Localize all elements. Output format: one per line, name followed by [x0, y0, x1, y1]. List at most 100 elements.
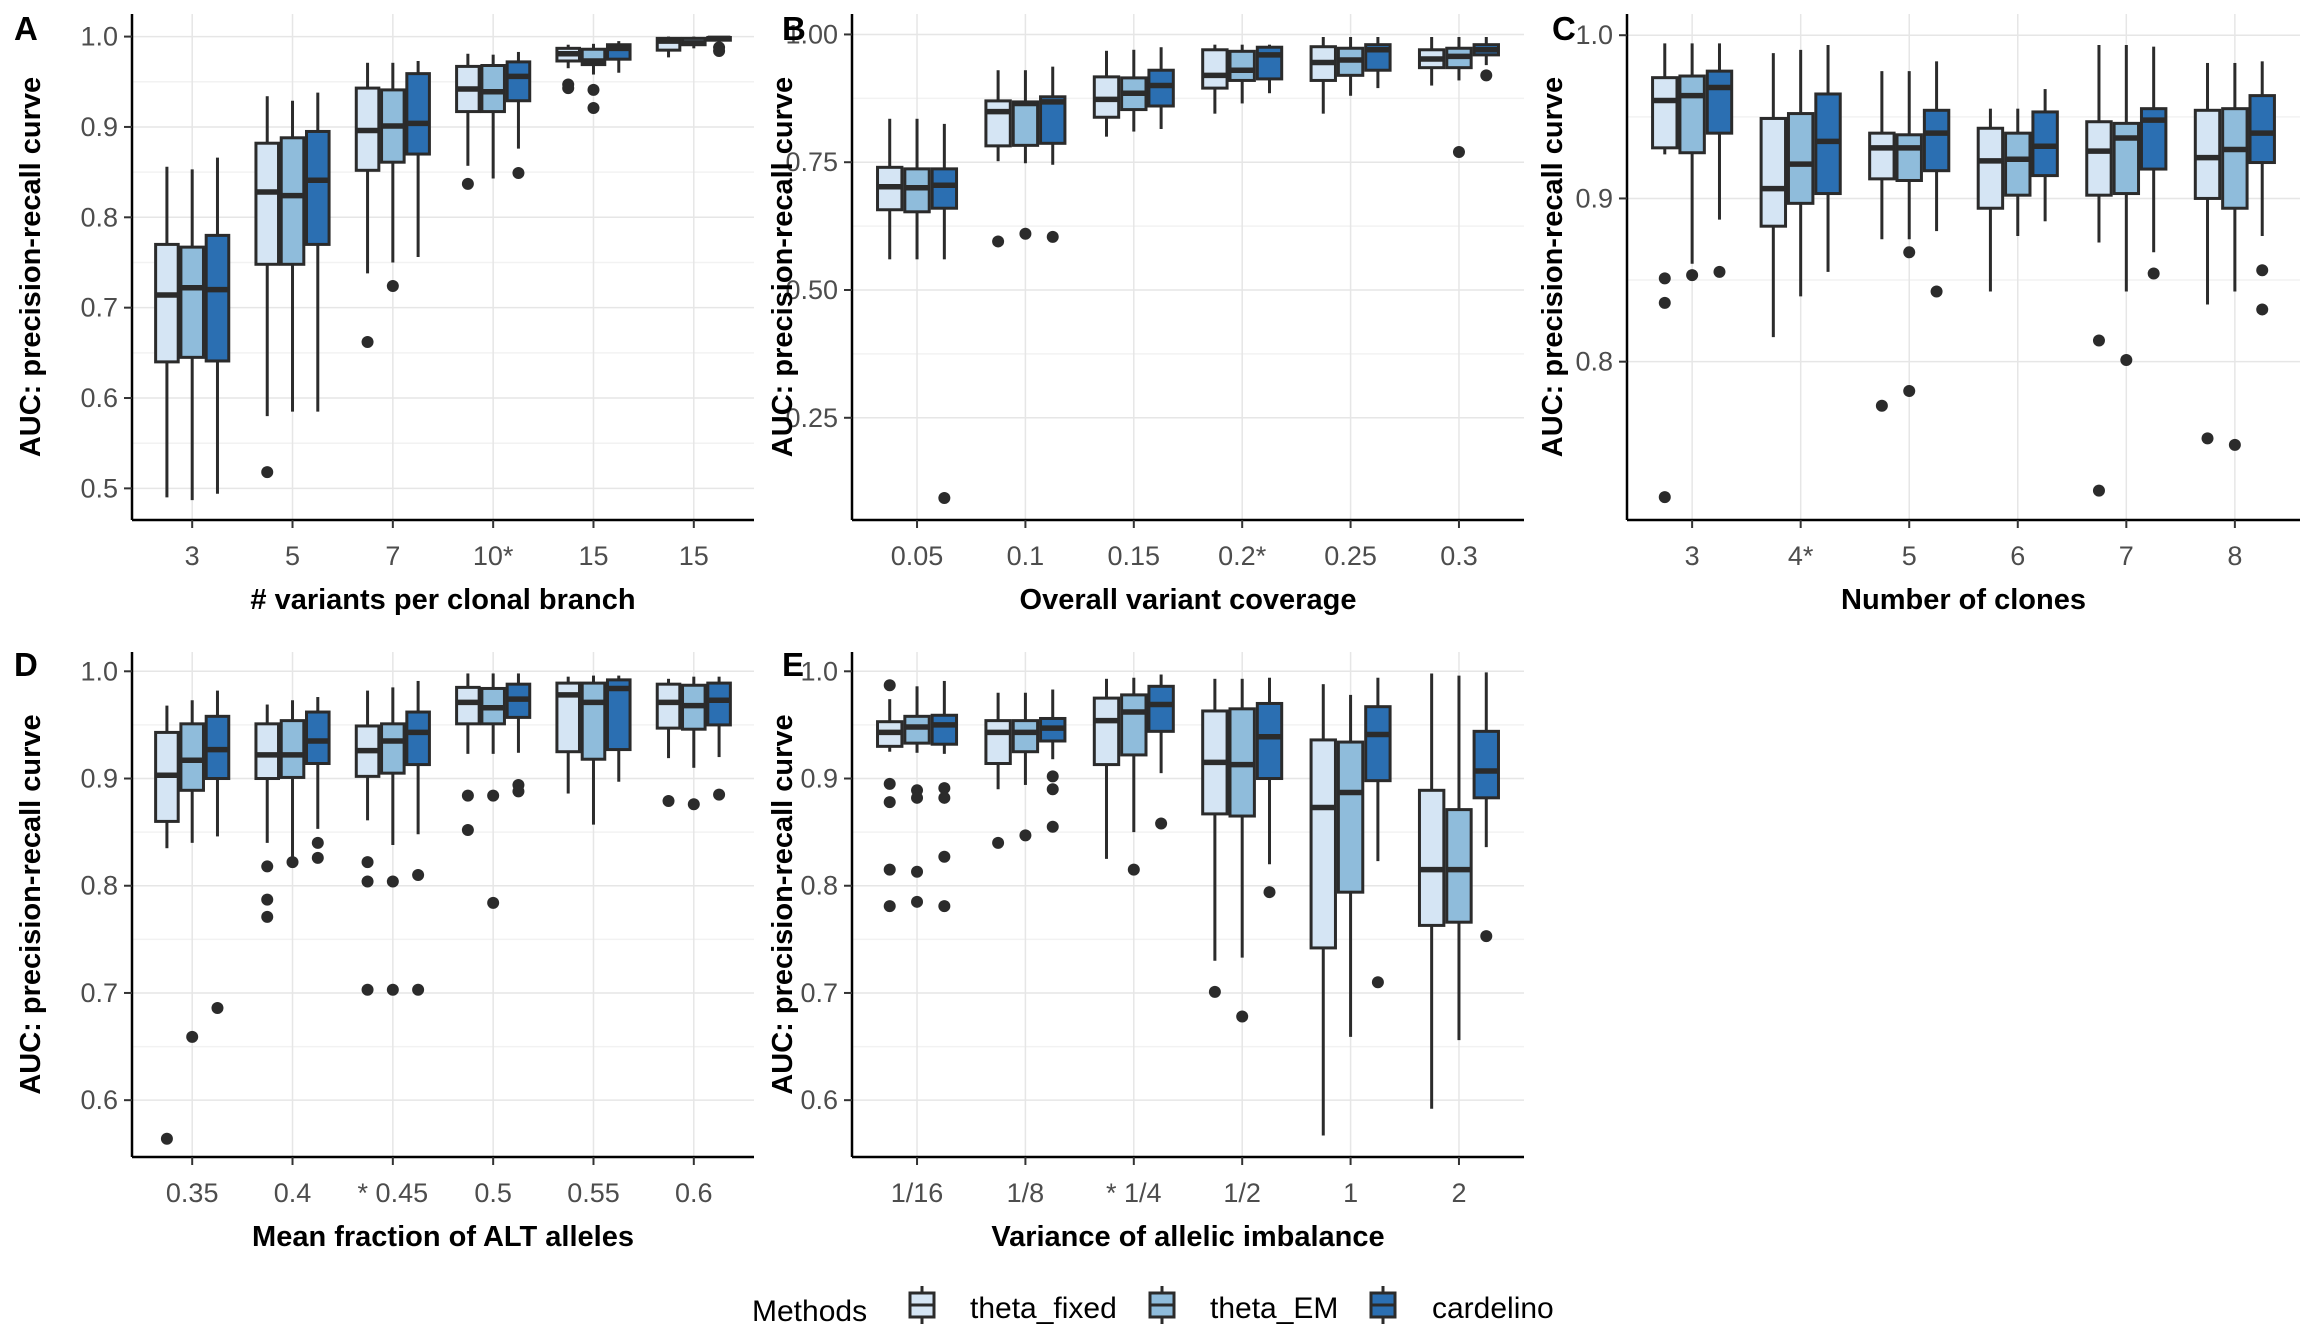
- outlier-point: [512, 167, 525, 180]
- x-axis-title: Overall variant coverage: [1020, 584, 1357, 616]
- outlier-point: [587, 83, 600, 96]
- box-body: [1120, 693, 1148, 757]
- outlier-point: [160, 1132, 173, 1145]
- box-body: [580, 681, 607, 761]
- box-body: [405, 710, 431, 767]
- outlier-point: [938, 900, 951, 913]
- x-tick-label: 7: [385, 541, 400, 571]
- outlier-point: [1658, 491, 1671, 504]
- outlier-point: [361, 875, 374, 888]
- box-b-3-cardelino: [1147, 47, 1175, 129]
- box-body: [1011, 719, 1040, 754]
- box-body: [480, 64, 506, 114]
- box-body: [555, 681, 581, 754]
- outlier-point: [2092, 484, 2105, 497]
- box-body: [1309, 738, 1337, 950]
- box-d-6-theta-EM: [681, 676, 707, 811]
- box-body: [1255, 45, 1284, 81]
- x-tick-label: 0.15: [1108, 541, 1161, 571]
- outlier-point: [1903, 385, 1916, 398]
- y-tick-label: 1.0: [800, 656, 838, 686]
- x-axis-title: # variants per clonal branch: [250, 584, 635, 616]
- box-body: [2193, 108, 2222, 200]
- outlier-point: [992, 836, 1005, 849]
- box-d-5-cardelino: [605, 675, 632, 782]
- outlier-point: [883, 679, 896, 692]
- box-e-3-cardelino: [1147, 674, 1175, 830]
- y-tick-label: 0.8: [1575, 347, 1613, 377]
- series-theta-fixed: [876, 673, 1446, 1136]
- y-tick-label: 0.8: [80, 202, 118, 232]
- box-b-6-cardelino: [1472, 37, 1500, 82]
- outlier-point: [512, 785, 525, 798]
- box-body: [930, 713, 959, 746]
- box-body: [179, 245, 205, 359]
- y-axis-title: AUC: precision-recall curve: [15, 714, 47, 1094]
- series-theta-EM: [179, 36, 707, 501]
- box-body: [279, 719, 306, 779]
- panel-tag: E: [782, 646, 804, 683]
- box-d-2-theta-fixed: [254, 704, 281, 923]
- x-tick-label: 10*: [473, 541, 514, 571]
- box-a-5-theta-EM: [580, 43, 607, 114]
- outlier-point: [1046, 770, 1059, 783]
- outlier-point: [1019, 829, 1032, 842]
- box-d-3-theta-fixed: [354, 690, 381, 996]
- box-a-2-cardelino: [305, 92, 331, 412]
- outlier-point: [487, 896, 500, 909]
- x-tick-label: 6: [2010, 541, 2025, 571]
- outlier-point: [1713, 265, 1726, 278]
- box-a-2-theta-EM: [279, 100, 306, 412]
- box-e-5-cardelino: [1364, 677, 1392, 989]
- outlier-point: [1046, 820, 1059, 833]
- outlier-point: [1903, 246, 1916, 259]
- outlier-point: [386, 983, 399, 996]
- outlier-point: [2092, 334, 2105, 347]
- box-body: [380, 722, 406, 775]
- y-tick-label: 0.50: [785, 275, 838, 305]
- box-a-6-theta-fixed: [655, 36, 682, 58]
- outlier-point: [261, 893, 274, 906]
- x-tick-label: * 1/4: [1106, 1178, 1162, 1208]
- y-axis-title: AUC: precision-recall curve: [1537, 77, 1569, 457]
- outlier-point: [412, 869, 425, 882]
- outlier-point: [261, 910, 274, 923]
- outlier-point: [1480, 69, 1493, 82]
- box-e-4-cardelino: [1255, 677, 1284, 899]
- outlier-point: [2147, 267, 2160, 280]
- series-cardelino: [204, 35, 732, 494]
- box-e-5-theta-fixed: [1309, 684, 1337, 1136]
- box-d-1-theta-fixed: [154, 705, 180, 1145]
- y-tick-label: 0.6: [80, 383, 118, 413]
- box-c-5-cardelino: [2139, 46, 2168, 280]
- box-e-4-theta-EM: [1228, 678, 1256, 1023]
- y-axis-title: AUC: precision-recall curve: [767, 77, 799, 457]
- legend: Methods theta_fixed theta_EM cardelino: [752, 1286, 1554, 1328]
- box-body: [305, 129, 331, 246]
- outlier-point: [1155, 817, 1168, 830]
- box-b-5-cardelino: [1364, 37, 1392, 89]
- outlier-point: [2201, 432, 2214, 445]
- box-body: [2112, 121, 2141, 196]
- outlier-point: [1046, 783, 1059, 796]
- outlier-point: [361, 983, 374, 996]
- box-c-6-theta-fixed: [2193, 62, 2222, 445]
- box-c-4-theta-EM: [2004, 108, 2032, 236]
- x-tick-label: 1/8: [1007, 1178, 1045, 1208]
- outlier-point: [938, 850, 951, 863]
- x-tick-label: 2: [1451, 1178, 1466, 1208]
- outlier-point: [1046, 230, 1059, 243]
- y-tick-label: 1.0: [80, 656, 118, 686]
- box-e-3-theta-EM: [1120, 677, 1148, 876]
- x-tick-label: 0.55: [567, 1178, 620, 1208]
- outlier-point: [311, 836, 324, 849]
- box-body: [706, 681, 732, 727]
- box-b-5-theta-EM: [1336, 37, 1365, 96]
- outlier-point: [261, 466, 274, 479]
- y-tick-label: 0.25: [785, 403, 838, 433]
- x-tick-label: 3: [1685, 541, 1700, 571]
- box-c-2-cardelino: [1814, 45, 1842, 272]
- box-body: [305, 710, 331, 766]
- outlier-point: [713, 45, 726, 58]
- outlier-point: [286, 856, 299, 869]
